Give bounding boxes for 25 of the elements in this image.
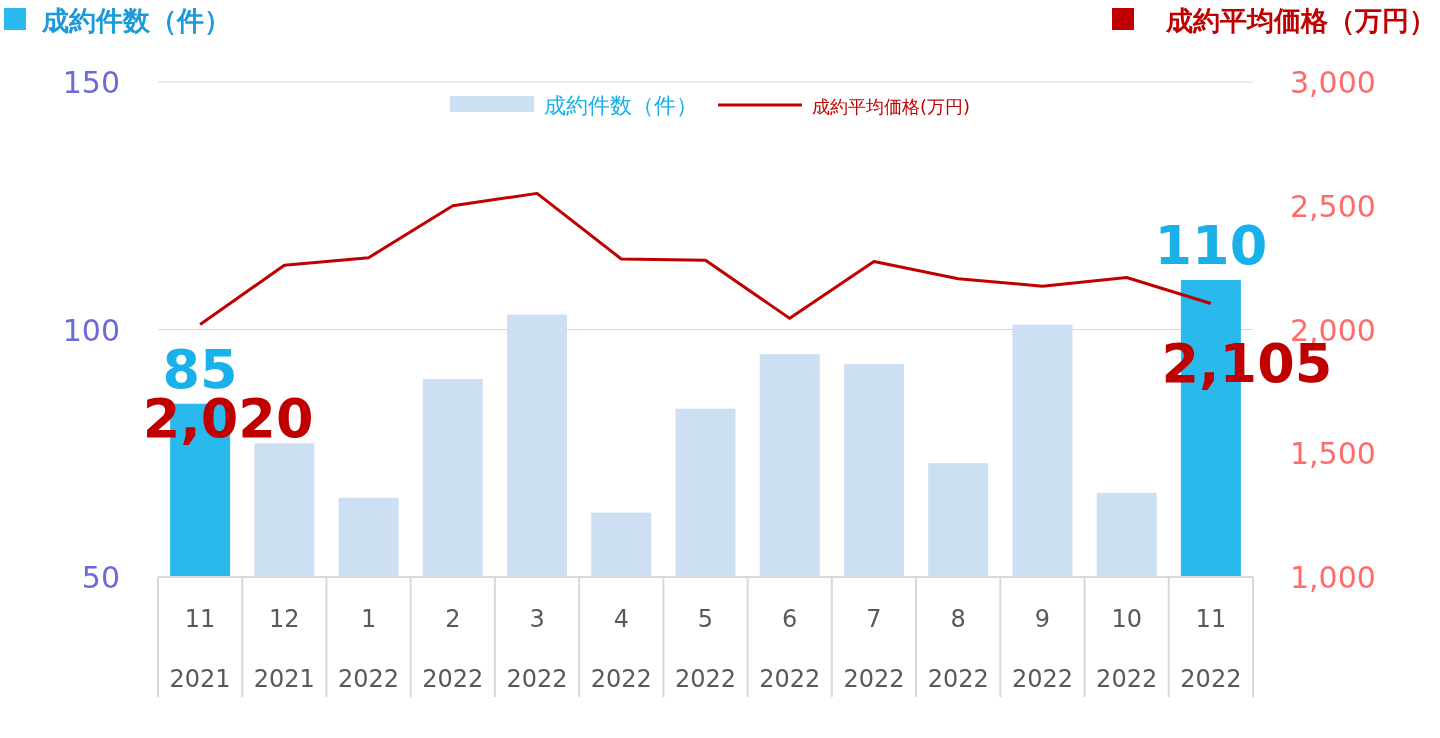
y2-tick-label: 1,500 [1290, 436, 1376, 472]
y-axis-title: 成約件数（件） [41, 5, 231, 36]
category-label: 9 2022 [1011, 605, 1073, 693]
legend-label: 成約平均価格(万円) [812, 96, 971, 117]
category-label: 10 2022 [1096, 605, 1158, 693]
y2-tick-label: 3,000 [1290, 65, 1376, 100]
category-label: 5 2022 [674, 605, 737, 693]
y2-tick-label: 1,000 [1290, 560, 1376, 595]
category-label: 11 2022 [1180, 605, 1242, 693]
category-label: 7 2022 [843, 605, 905, 693]
data-label: 110 [1154, 214, 1268, 277]
y2-axis-title: 成約平均価格（万円） [1165, 5, 1436, 36]
y-tick-label: 100 [62, 312, 120, 348]
y-tick-label: 50 [81, 560, 120, 595]
legend-label: 成約件数（件） [544, 93, 698, 118]
category-label: 12 2021 [253, 605, 315, 693]
category-label: 2 2022 [422, 605, 484, 693]
category-label: 3 2022 [506, 605, 568, 693]
y2-tick-label: 2,500 [1290, 188, 1376, 224]
category-label: 8 2022 [927, 605, 989, 693]
category-label: 6 2022 [759, 605, 821, 693]
category-label: 4 2022 [590, 605, 652, 693]
y-tick-label: 150 [62, 65, 120, 100]
category-label: 1 2022 [338, 605, 400, 693]
category-label: 11 2021 [169, 605, 231, 693]
